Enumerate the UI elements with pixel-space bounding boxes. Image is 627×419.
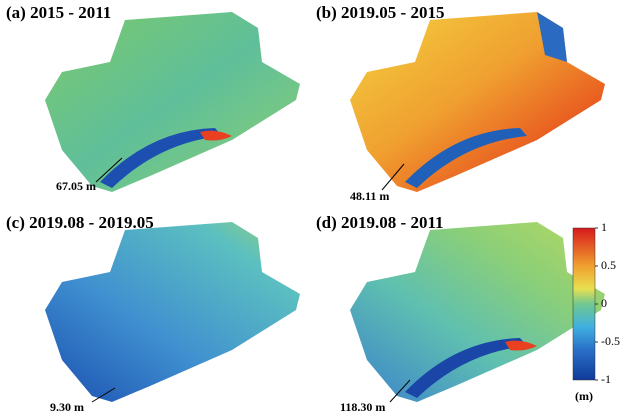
panel-a <box>45 12 300 192</box>
leader-line <box>91 387 116 403</box>
colorbar <box>572 227 596 381</box>
annotation: 118.30 m <box>340 400 385 414</box>
tick-label: 1 <box>601 220 607 234</box>
annotation: 67.05 m <box>56 179 96 193</box>
leader-line <box>95 157 123 183</box>
tick-label: 0.5 <box>601 258 616 272</box>
colorbar-unit: (m) <box>575 389 593 403</box>
annotation: 48.11 m <box>350 189 389 203</box>
panel-d <box>350 222 605 402</box>
tick-label: 0 <box>601 296 607 310</box>
panel-label: (a) 2015 - 2011 <box>6 3 111 22</box>
annotation: 9.30 m <box>50 400 84 414</box>
panel-b <box>350 12 605 192</box>
panel-label: (b) 2019.05 - 2015 <box>316 3 444 22</box>
leader-line <box>381 163 405 191</box>
panel-label: (c) 2019.08 - 2019.05 <box>6 213 154 232</box>
tick-label: -0.5 <box>601 334 620 348</box>
tick-label: -1 <box>601 372 611 386</box>
panel-c <box>45 222 300 402</box>
leader-line <box>389 379 411 403</box>
panel-label: (d) 2019.08 - 2011 <box>316 213 444 232</box>
